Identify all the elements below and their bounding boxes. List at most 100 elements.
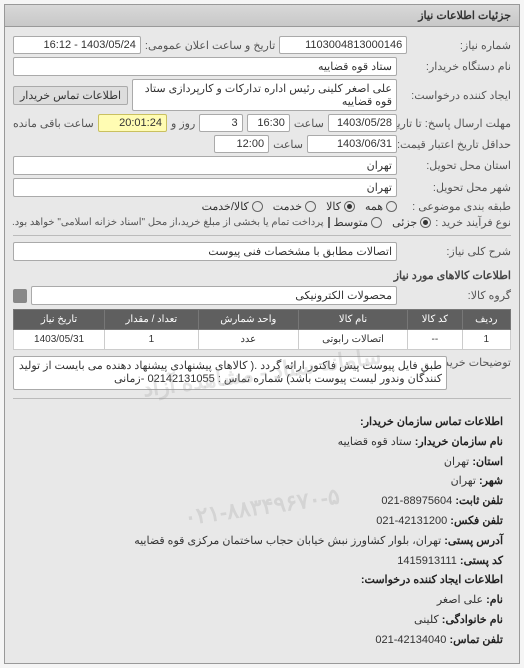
c-postal: 1415913111 — [397, 555, 457, 567]
row-response-deadline: مهلت ارسال پاسخ: تا تاریخ: 1403/05/28 سا… — [13, 114, 511, 132]
table-header: تعداد / مقدار — [105, 310, 199, 330]
resp-deadline-label: مهلت ارسال پاسخ: تا تاریخ: — [401, 117, 511, 130]
table-header: کد کالا — [408, 310, 462, 330]
row-province: استان محل تحویل: تهران — [13, 156, 511, 175]
buyer-note-field: طبق فایل پیوست پیش فاکتور ارائه گردد .( … — [13, 356, 447, 390]
resp-date-field: 1403/05/28 — [328, 114, 397, 132]
row-need-number: شماره نیاز: 1103004813000146 تاریخ و ساع… — [13, 36, 511, 54]
contact-title: اطلاعات تماس سازمان خریدار: — [360, 416, 503, 428]
c-postal-label: کد پستی: — [460, 555, 503, 567]
row-description: شرح کلی نیاز: اتصالات مطابق با مشخصات فن… — [13, 242, 511, 261]
resp-time-field: 16:30 — [247, 114, 290, 132]
row-goods-group: گروه کالا: محصولات الکترونیکی — [13, 286, 511, 305]
radio-goods[interactable]: کالا — [326, 200, 355, 213]
row-city: شهر محل تحویل: تهران — [13, 178, 511, 197]
table-cell: اتصالات رابوتی — [298, 330, 407, 350]
search-icon[interactable] — [13, 289, 27, 303]
c-city-label: شهر: — [479, 475, 503, 487]
c-phone: 88975604-021 — [381, 495, 452, 507]
radio-goods-service-label: کالا/خدمت — [202, 200, 249, 213]
table-cell: عدد — [198, 330, 298, 350]
c-name-label: نام: — [486, 594, 503, 606]
c-fax: 42131200-021 — [376, 515, 447, 527]
days-label: روز و — [171, 117, 195, 130]
radio-low-label: جزئی — [392, 216, 417, 229]
requester-field: علی اصغر کلینی رئیس اداره تدارکات و کارپ… — [132, 79, 397, 111]
c-phone-label: تلفن ثابت: — [455, 495, 503, 507]
partial-pay-label: پرداخت تمام یا بخشی از مبلغ خرید،از محل … — [12, 217, 324, 228]
table-header: واحد شمارش — [198, 310, 298, 330]
valid-until-label: حداقل تاریخ اعتبار قیمت: تا تاریخ: — [401, 138, 511, 151]
time-label-1: ساعت — [294, 117, 324, 130]
buyer-note-label: توضیحات خریدار: — [451, 356, 511, 369]
c-contact-phone: 42134040-021 — [375, 634, 446, 646]
row-classification: طبقه بندی موضوعی : همه کالا خدمت کالا/خد… — [13, 200, 511, 213]
partial-pay-checkbox[interactable] — [328, 217, 330, 228]
table-row[interactable]: 1--اتصالات رابوتیعدد11403/05/31 — [14, 330, 511, 350]
c-address: تهران، بلوار کشاورز نبش خیابان حجاب ساخت… — [134, 535, 441, 547]
city-label: شهر محل تحویل: — [401, 181, 511, 194]
classification-radio-group: همه کالا خدمت کالا/خدمت — [202, 200, 397, 213]
c-contact-phone-label: تلفن تماس: — [449, 634, 503, 646]
radio-all-label: همه — [365, 200, 383, 213]
req-creator-title: اطلاعات ایجاد کننده درخواست: — [361, 574, 503, 586]
c-org-label: نام سازمان خریدار: — [415, 436, 503, 448]
details-panel: جزئیات اطلاعات نیاز شماره نیاز: 11030048… — [4, 4, 520, 664]
province-field: تهران — [13, 156, 397, 175]
contact-buyer-button[interactable]: اطلاعات تماس خریدار — [13, 86, 128, 105]
radio-mid[interactable]: متوسط — [334, 216, 383, 229]
radio-all[interactable]: همه — [365, 200, 397, 213]
radio-service-label: خدمت — [273, 200, 302, 213]
row-requester: ایجاد کننده درخواست: علی اصغر کلینی رئیس… — [13, 79, 511, 111]
group-label: گروه کالا: — [401, 289, 511, 302]
panel-title: جزئیات اطلاعات نیاز — [5, 5, 519, 27]
province-label: استان محل تحویل: — [401, 159, 511, 172]
table-header: ردیف — [462, 310, 510, 330]
desc-field: اتصالات مطابق با مشخصات فنی پیوست — [13, 242, 397, 261]
c-province-label: استان: — [472, 456, 503, 468]
table-cell: 1 — [462, 330, 510, 350]
table-header: تاریخ نیاز — [14, 310, 105, 330]
row-buyer-note: توضیحات خریدار: طبق فایل پیوست پیش فاکتو… — [13, 356, 511, 390]
process-radio-group: جزئی متوسط — [334, 216, 432, 229]
c-address-label: آدرس پستی: — [444, 535, 503, 547]
need-no-label: شماره نیاز: — [411, 39, 511, 52]
c-province: تهران — [444, 456, 469, 468]
goods-section-title: اطلاعات کالاهای مورد نیاز — [13, 269, 511, 282]
c-fax-label: تلفن فکس: — [450, 515, 503, 527]
c-city: تهران — [451, 475, 476, 487]
row-process-type: نوع فرآیند خرید : جزئی متوسط پرداخت تمام… — [13, 216, 511, 229]
c-name: علی اصغر — [437, 594, 483, 606]
remain-label: ساعت باقی مانده — [13, 117, 94, 130]
radio-service[interactable]: خدمت — [273, 200, 316, 213]
remain-time-field: 20:01:24 — [98, 114, 167, 132]
valid-date-field: 1403/06/31 — [307, 135, 397, 153]
row-buyer-org: نام دستگاه خریدار: ستاد قوه قضاییه — [13, 57, 511, 76]
goods-table: ردیفکد کالانام کالاواحد شمارشتعداد / مقد… — [13, 309, 511, 350]
group-field: محصولات الکترونیکی — [31, 286, 397, 305]
radio-mid-label: متوسط — [334, 216, 369, 229]
table-header: نام کالا — [298, 310, 407, 330]
time-label-2: ساعت — [273, 138, 303, 151]
buyer-org-field: ستاد قوه قضاییه — [13, 57, 397, 76]
c-org: ستاد قوه قضاییه — [338, 436, 412, 448]
announce-label: تاریخ و ساعت اعلان عمومی: — [145, 39, 275, 52]
c-lastname-label: نام خانوادگی: — [442, 614, 503, 626]
requester-label: ایجاد کننده درخواست: — [401, 89, 511, 102]
budget-label: طبقه بندی موضوعی : — [401, 200, 511, 213]
process-label: نوع فرآیند خرید : — [435, 216, 511, 229]
buyer-org-label: نام دستگاه خریدار: — [401, 60, 511, 73]
valid-time-field: 12:00 — [214, 135, 269, 153]
city-field: تهران — [13, 178, 397, 197]
radio-goods-label: کالا — [326, 200, 341, 213]
radio-low[interactable]: جزئی — [392, 216, 431, 229]
table-cell: 1403/05/31 — [14, 330, 105, 350]
c-lastname: کلینی — [414, 614, 439, 626]
table-cell: -- — [408, 330, 462, 350]
table-cell: 1 — [105, 330, 199, 350]
radio-goods-service[interactable]: کالا/خدمت — [202, 200, 263, 213]
desc-label: شرح کلی نیاز: — [401, 245, 511, 258]
announce-field: 1403/05/24 - 16:12 — [13, 36, 141, 54]
need-no-field: 1103004813000146 — [279, 36, 407, 54]
contact-block: اطلاعات تماس سازمان خریدار: نام سازمان خ… — [13, 407, 511, 657]
